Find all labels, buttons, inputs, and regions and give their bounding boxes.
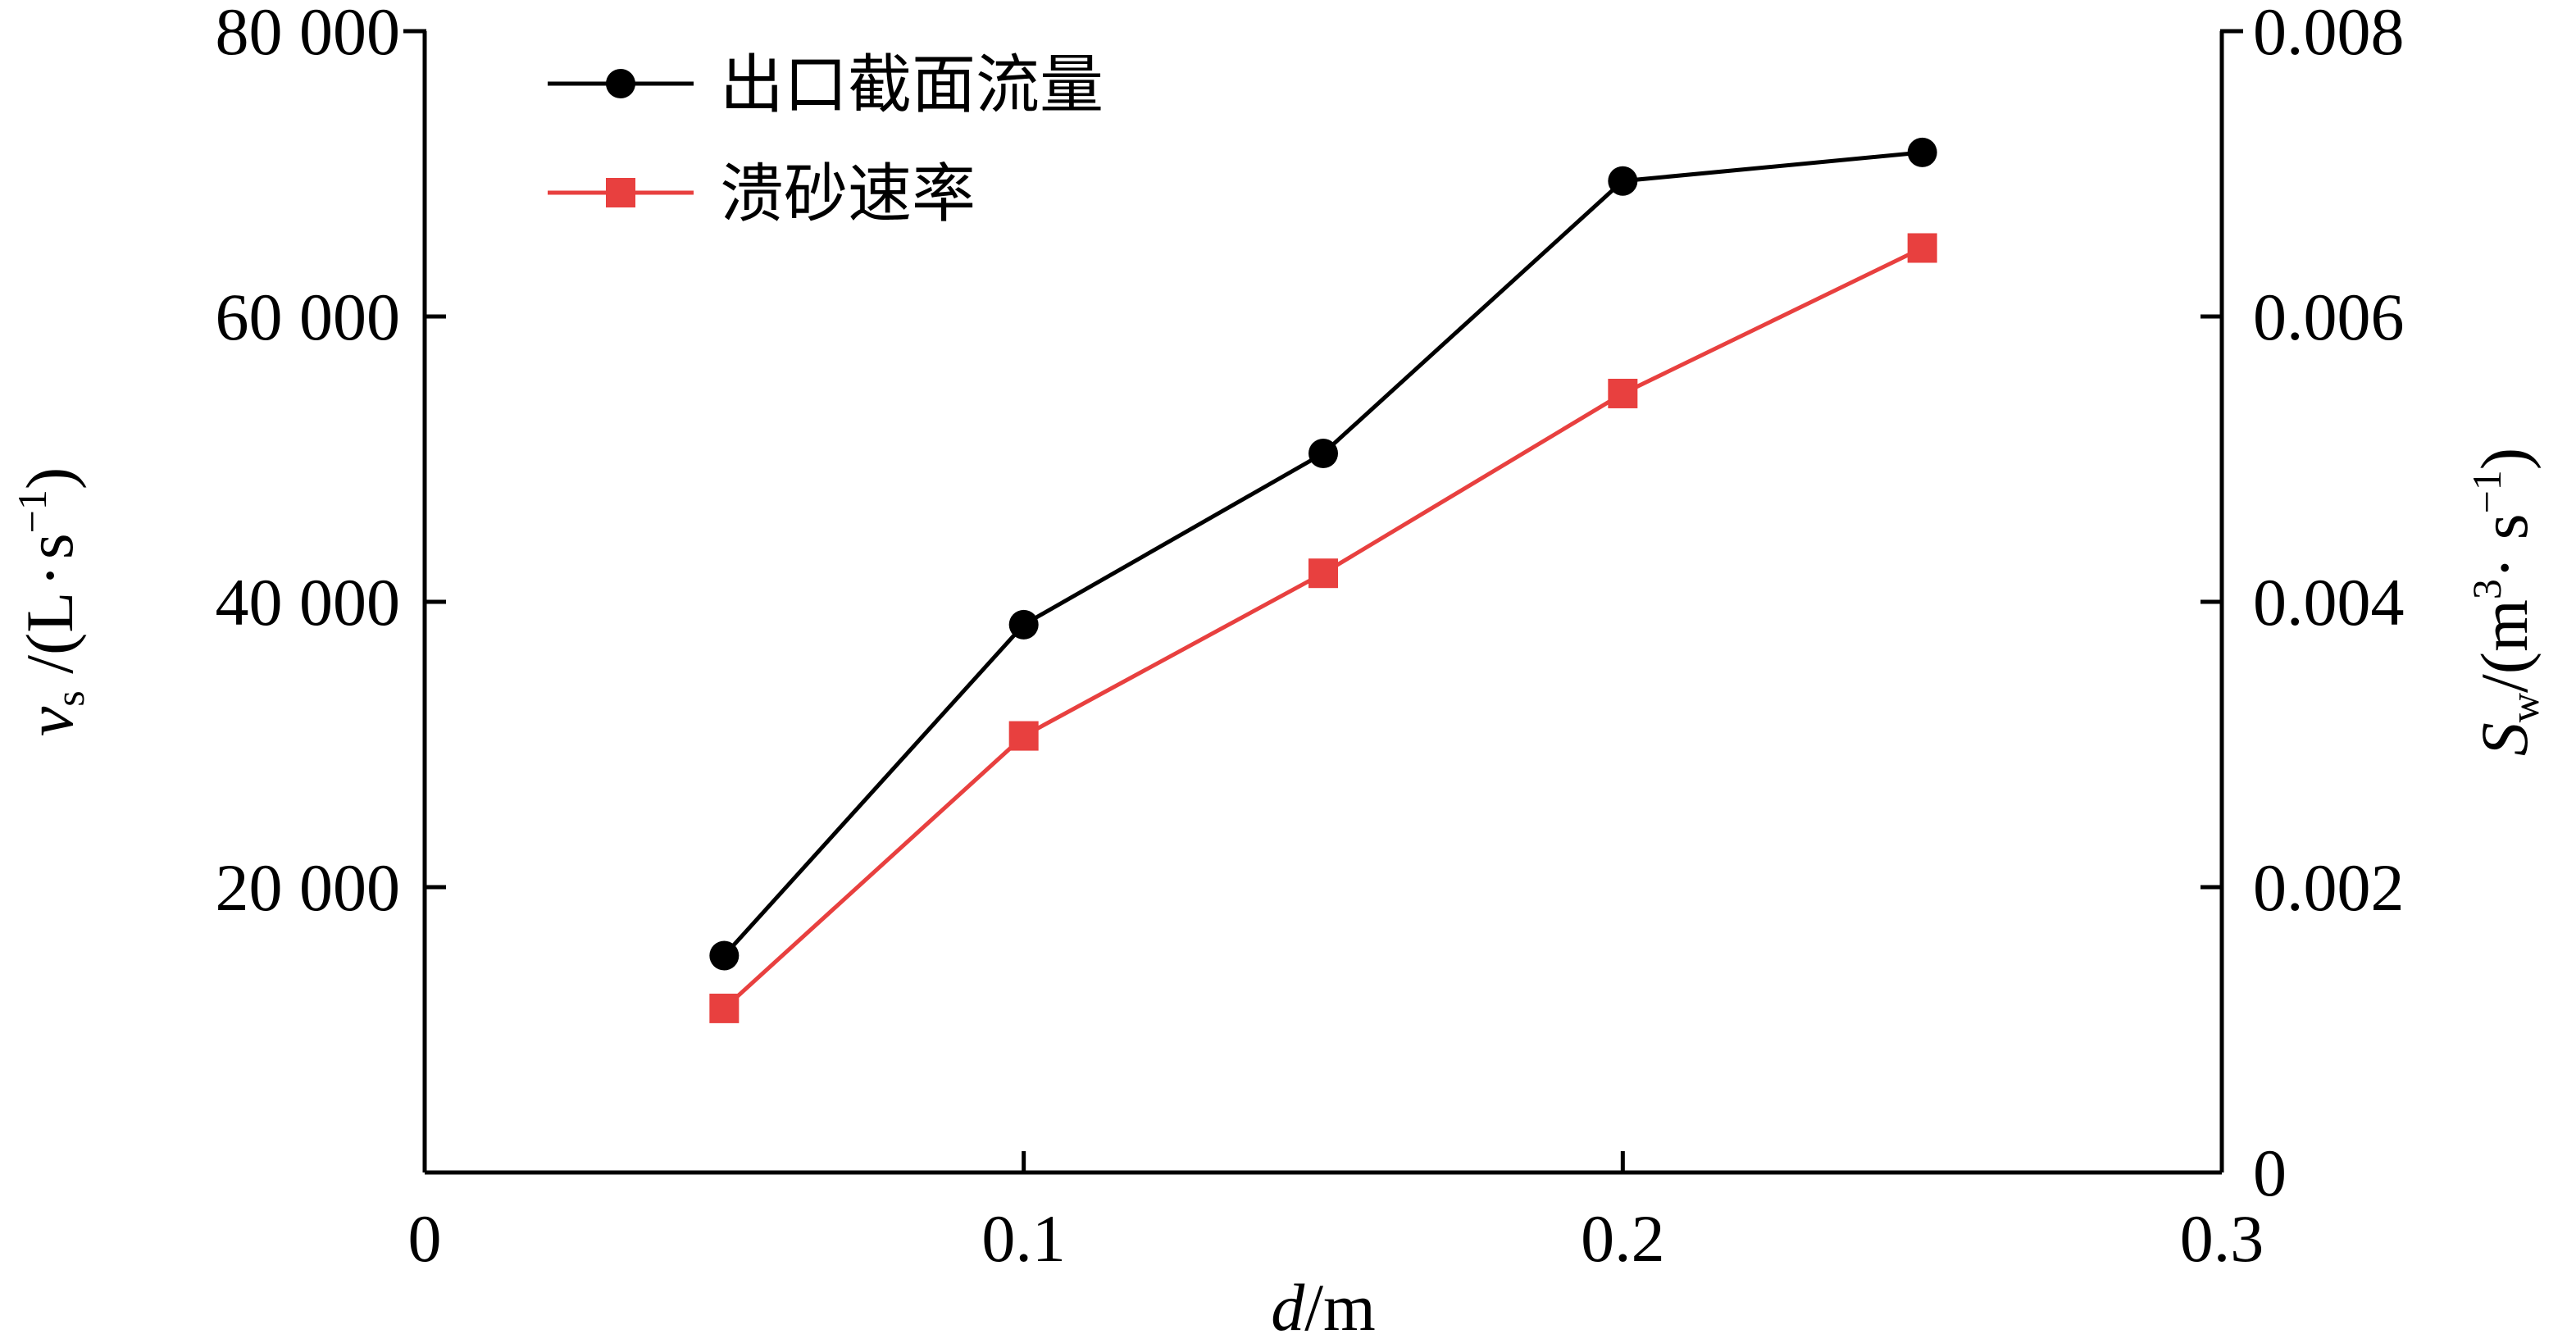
series-line-0 [722, 150, 1923, 958]
series-layer [709, 137, 1937, 1023]
plot-frame [422, 31, 2224, 1175]
series-1-point [709, 993, 740, 1023]
legend-marker-flow [606, 69, 635, 98]
tick-labels: 0 0.1 0.2 0.3 20 000 40 000 60 000 80 000 0 0.002… [216, 0, 2405, 1276]
ticks [403, 29, 2243, 1172]
legend: 出口截面流量 溃砂速率 [548, 48, 1104, 231]
x-tick-label: 0.3 [2180, 1201, 2264, 1276]
legend-label-sand-rate: 溃砂速率 [720, 157, 976, 231]
y-right-tick-label: 0.004 [2253, 565, 2405, 640]
y-left-tick-label: 20 000 [216, 850, 401, 925]
right-axis-title: Sw/(m3· s−1) [2464, 448, 2547, 756]
y-left-tick-label: 40 000 [216, 565, 401, 640]
y-right-tick-label: 0.006 [2253, 280, 2405, 354]
x-tick-label: 0.2 [1581, 1201, 1665, 1276]
y-left-tick-label: 80 000 [216, 0, 401, 69]
series-1-point [1608, 378, 1638, 408]
x-axis-title: d/m [1271, 1270, 1376, 1334]
x-tick-label: 0.1 [981, 1201, 1066, 1276]
series-1-point [1907, 233, 1937, 263]
y-right-tick-label: 0 [2253, 1136, 2287, 1210]
legend-item-flow: 出口截面流量 [548, 48, 1104, 122]
series-1-point [1008, 721, 1039, 751]
series-line-1 [722, 246, 1923, 1010]
series-0-point [1008, 609, 1039, 640]
series-0-point [709, 940, 740, 971]
y-right-tick-label: 0.008 [2253, 0, 2405, 69]
y-left-tick-label: 60 000 [216, 280, 401, 354]
series-0-point [1907, 137, 1937, 167]
series-0-point [1608, 166, 1638, 196]
series-1-point [1308, 558, 1338, 589]
series-0-point [1308, 439, 1338, 469]
legend-marker-sand-rate [606, 178, 635, 207]
x-tick-label: 0 [408, 1201, 442, 1276]
y-right-tick-label: 0.002 [2253, 850, 2405, 925]
left-axis-title: vs /(L·s−1) [9, 467, 93, 736]
legend-label-flow: 出口截面流量 [720, 48, 1104, 122]
legend-item-sand-rate: 溃砂速率 [548, 157, 976, 231]
